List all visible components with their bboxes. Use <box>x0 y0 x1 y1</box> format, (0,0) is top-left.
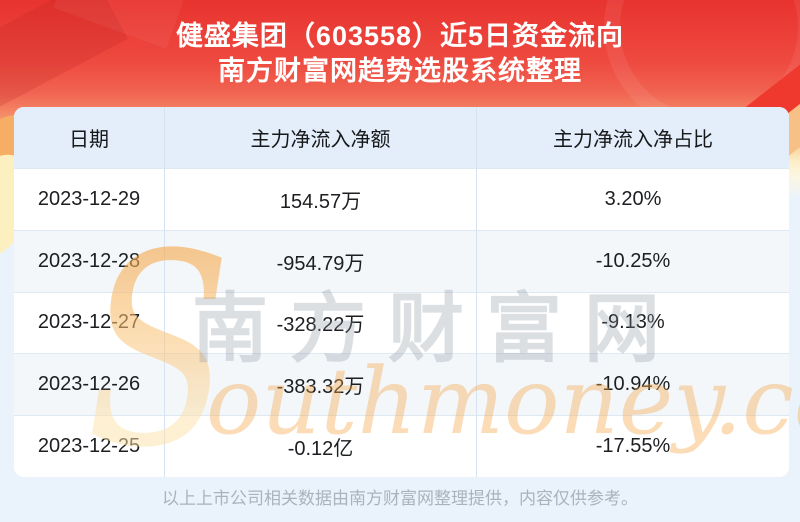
cell-net-ratio: -10.94% <box>477 353 789 416</box>
cell-net-ratio: 3.20% <box>477 168 789 230</box>
cell-net-ratio: -9.13% <box>477 291 789 354</box>
cell-date: 2023-12-28 <box>14 229 165 292</box>
cell-date: 2023-12-25 <box>14 415 165 477</box>
cell-net-inflow: -383.32万 <box>165 353 477 416</box>
cell-net-inflow: -0.12亿 <box>165 415 477 477</box>
cell-net-inflow: -328.22万 <box>165 291 477 354</box>
page-title: 健盛集团（603558）近5日资金流向 <box>175 21 625 51</box>
column-header-net-ratio: 主力净流入净占比 <box>477 107 789 168</box>
cell-date: 2023-12-26 <box>14 353 165 416</box>
banner: 健盛集团（603558）近5日资金流向 南方财富网趋势选股系统整理 <box>0 19 800 89</box>
fund-flow-table: 日期 主力净流入净额 主力净流入净占比 2023-12-29 154.57万 3… <box>14 107 789 477</box>
column-header-net-inflow: 主力净流入净额 <box>165 107 477 168</box>
footer-disclaimer: 以上上市公司相关数据由南方财富网整理提供，内容仅供参考。 <box>162 489 638 508</box>
page-subtitle: 南方财富网趋势选股系统整理 <box>218 56 582 86</box>
cell-date: 2023-12-27 <box>14 291 165 354</box>
cell-net-ratio: -17.55% <box>477 415 789 477</box>
column-header-date: 日期 <box>14 107 165 168</box>
cell-date: 2023-12-29 <box>14 168 165 230</box>
cell-net-inflow: 154.57万 <box>165 168 477 230</box>
cell-net-inflow: -954.79万 <box>165 229 477 292</box>
cell-net-ratio: -10.25% <box>477 229 789 292</box>
